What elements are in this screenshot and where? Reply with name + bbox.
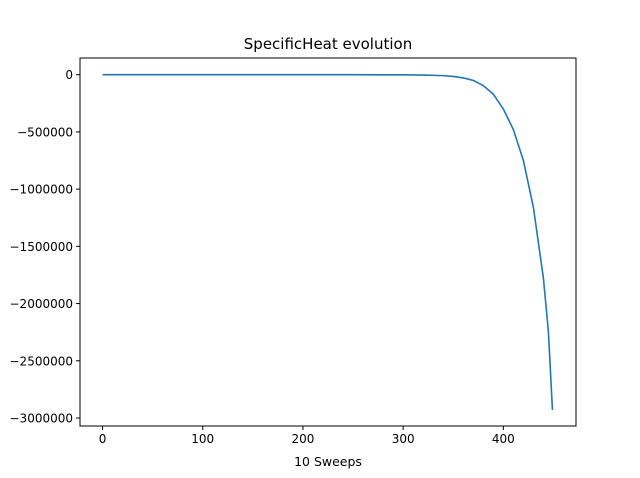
x-tick-label: 300 — [392, 432, 415, 446]
plot-background — [80, 58, 576, 426]
y-tick-label: −500000 — [17, 125, 73, 139]
y-axis: 0 −500000 −1000000 −1500000 −2000000 −2500000… — [10, 68, 80, 425]
plot-frame — [79, 57, 577, 427]
y-tick-label: −2000000 — [10, 297, 74, 311]
x-tick-label: 0 — [99, 432, 107, 446]
series-line — [102, 73, 554, 411]
x-tick-label: 400 — [492, 432, 515, 446]
y-tick-label: −1500000 — [10, 240, 74, 254]
y-tick-label: −2500000 — [10, 354, 74, 368]
x-axis: 0 100 200 300 400 — [99, 426, 515, 446]
x-axis-label: 10 Sweeps — [294, 454, 362, 469]
y-tick-label: 0 — [65, 68, 73, 82]
chart-title: SpecificHeat evolution — [244, 35, 412, 53]
y-tick-label: −1000000 — [10, 183, 74, 197]
plot-area — [102, 73, 554, 411]
x-tick-label: 200 — [291, 432, 314, 446]
x-tick-label: 100 — [191, 432, 214, 446]
y-tick-label: −3000000 — [10, 411, 74, 425]
